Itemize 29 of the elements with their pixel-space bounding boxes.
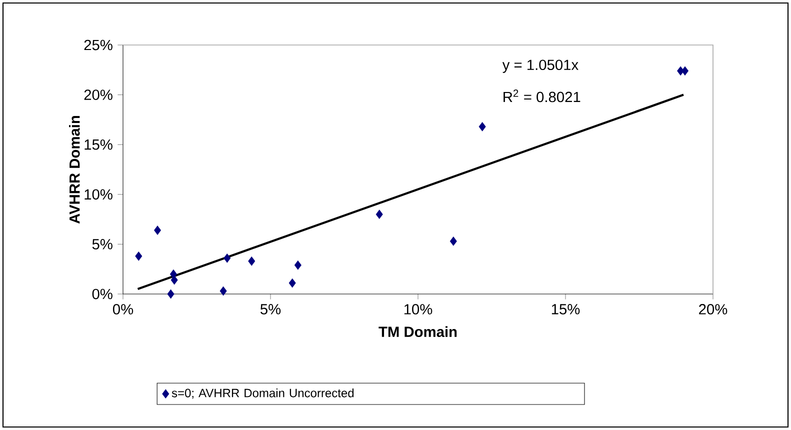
- point: [450, 236, 457, 246]
- point: [682, 66, 688, 76]
- point: [135, 252, 142, 261]
- annotation: y = 1.0501x: [502, 60, 578, 73]
- x-tick-label: 10%: [404, 304, 432, 314]
- point: [248, 256, 256, 266]
- x-tick-label: 15%: [552, 304, 580, 314]
- x-axis-title: TM Domain: [378, 326, 457, 338]
- x-tick-label: 20%: [699, 304, 728, 314]
- point: [154, 226, 161, 235]
- point: [294, 260, 302, 270]
- y-tick-label: 10%: [84, 189, 112, 200]
- annotation: R$^{2}$ = 0.8021: [504, 90, 580, 102]
- point: [220, 286, 227, 296]
- y-tick-label: 15%: [84, 139, 112, 150]
- point: [478, 122, 486, 132]
- x-tick-label: 0%: [112, 304, 134, 314]
- x-tick-label: 5%: [260, 304, 281, 314]
- y-axis-title: AVHRR Domain: [69, 116, 80, 224]
- point: [376, 210, 383, 219]
- point: [167, 289, 174, 299]
- point: [288, 278, 296, 288]
- point: [170, 276, 178, 285]
- y-tick-label: 20%: [84, 90, 112, 100]
- y-tick-label: 25%: [84, 40, 112, 50]
- legend-label: s=0; AVHRR Domain Uncorrected: [172, 388, 354, 399]
- y-tick-label: 0%: [92, 288, 112, 300]
- point: [224, 254, 231, 263]
- y-tick-label: 5%: [92, 239, 112, 250]
